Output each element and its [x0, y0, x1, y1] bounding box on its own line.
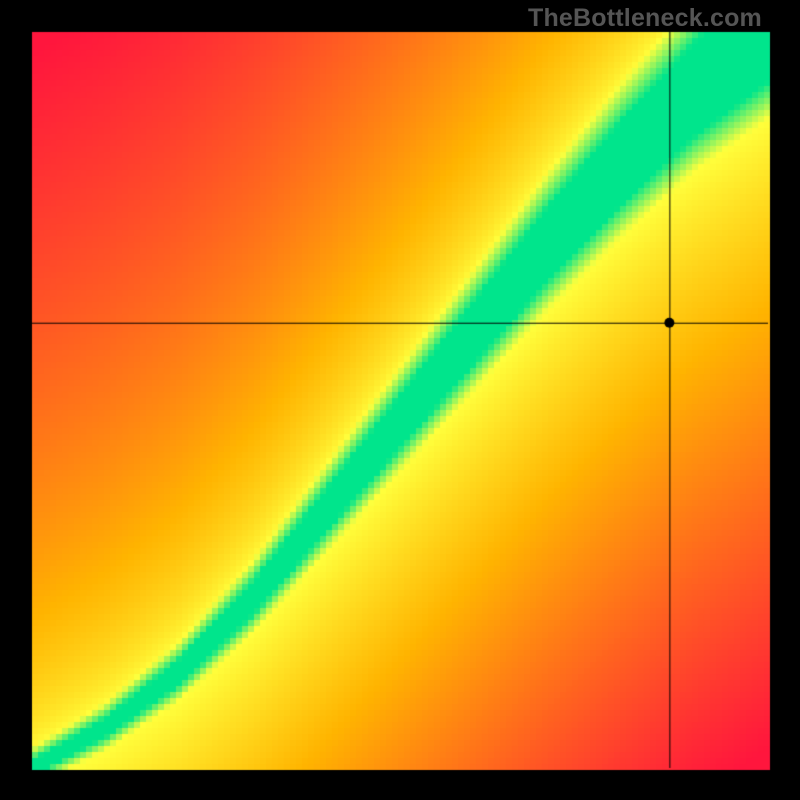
bottleneck-heatmap-canvas [0, 0, 800, 800]
chart-container: TheBottleneck.com [0, 0, 800, 800]
watermark-text: TheBottleneck.com [528, 4, 762, 33]
